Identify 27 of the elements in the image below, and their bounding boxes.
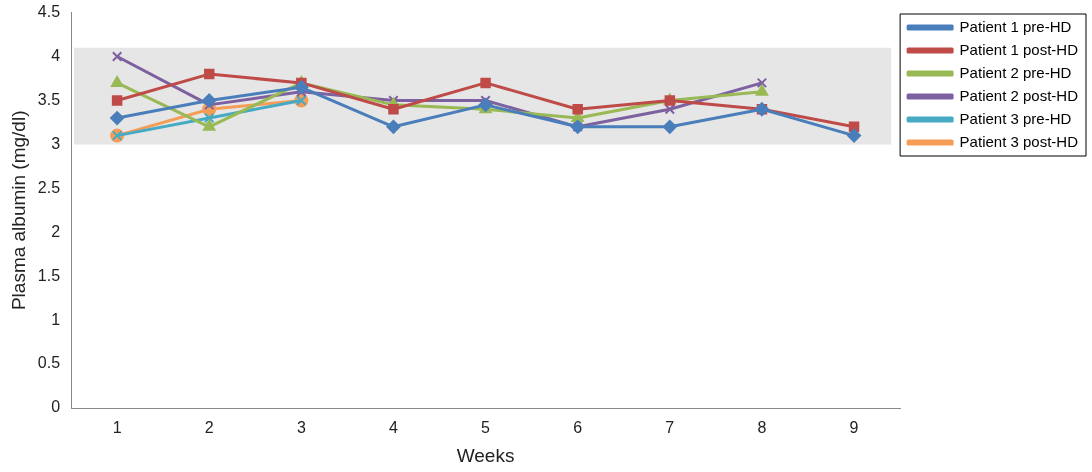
y-tick-label: 2 [51, 222, 61, 240]
y-tick-label: 3 [51, 134, 61, 152]
x-tick-label: 8 [757, 419, 767, 437]
y-tick-label: 4.5 [37, 3, 61, 21]
x-tick-label: 1 [112, 419, 122, 437]
legend-label: Patient 3 pre-HD [959, 109, 1072, 127]
y-tick-label: 1 [51, 310, 61, 328]
x-tick-label: 7 [665, 419, 675, 437]
x-axis-title: Weeks [456, 444, 515, 466]
legend-label: Patient 1 pre-HD [959, 17, 1072, 35]
x-tick-label: 5 [481, 419, 491, 437]
y-tick-label: 0 [51, 398, 61, 416]
legend-label: Patient 2 post-HD [959, 86, 1079, 104]
x-tick-label: 2 [204, 419, 214, 437]
y-tick-label: 4 [51, 46, 61, 64]
legend-label: Patient 1 post-HD [959, 40, 1079, 58]
x-tick-label: 9 [849, 419, 859, 437]
legend-label: Patient 2 pre-HD [959, 63, 1072, 81]
y-tick-label: 2.5 [37, 178, 61, 196]
x-tick-label: 4 [389, 419, 398, 437]
y-tick-label: 1.5 [37, 266, 61, 284]
y-tick-label: 3.5 [37, 90, 61, 108]
legend-label: Patient 3 post-HD [959, 132, 1079, 150]
x-tick-label: 3 [296, 419, 306, 437]
x-tick-label: 6 [573, 419, 583, 437]
y-axis-title: Plasma albumin (mg/dl) [7, 110, 29, 311]
y-tick-label: 0.5 [37, 354, 61, 372]
